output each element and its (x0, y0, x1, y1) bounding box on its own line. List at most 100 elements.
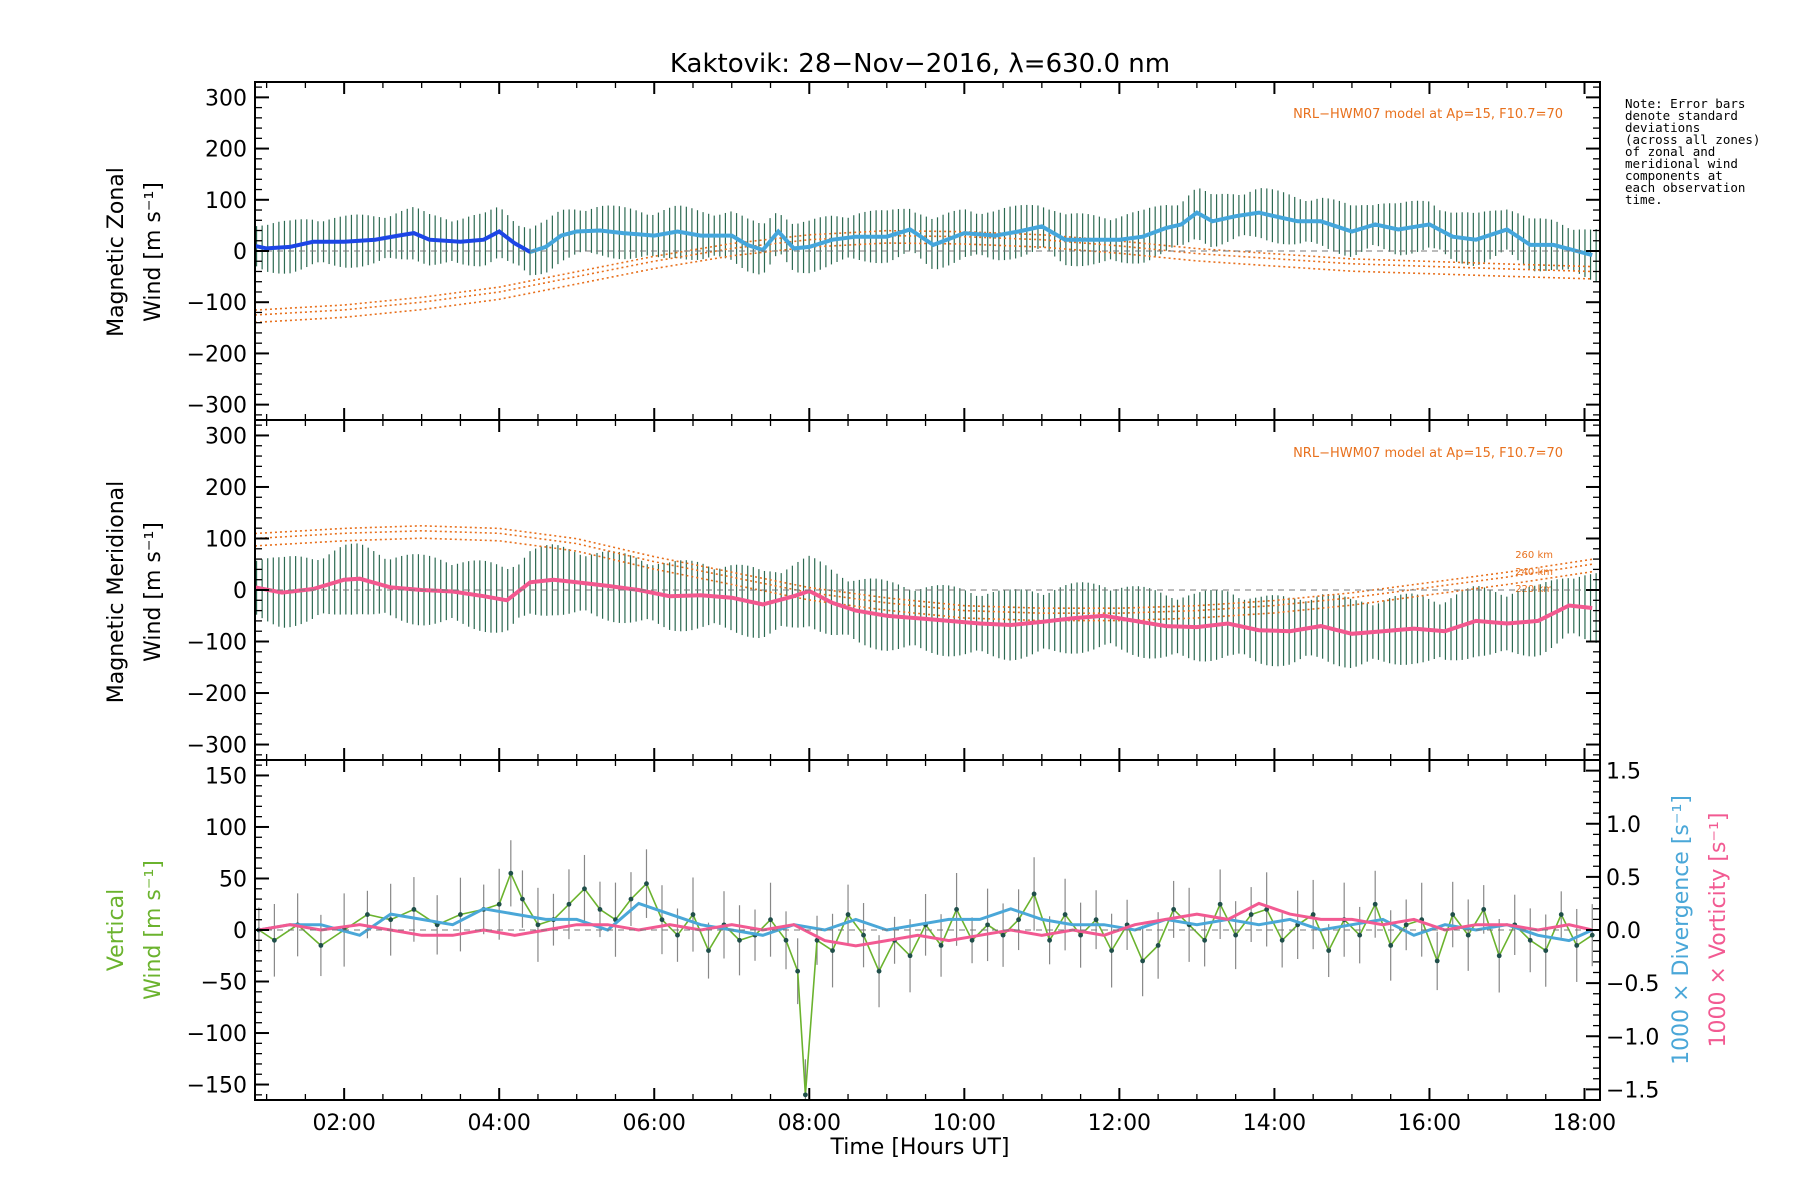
vertical-wind-point (1109, 948, 1115, 954)
vertical-wind-panel: Vertical Wind [m s⁻¹] 1000 × Divergence … (104, 759, 1731, 1160)
divergence-ylabel: 1000 × Divergence [s⁻¹] (1669, 795, 1694, 1065)
vertical-wind-point (1217, 901, 1223, 907)
model-curve (254, 529, 1593, 614)
note-text: Note: Error bars denote standard deviati… (1625, 96, 1760, 207)
vertical-wind-point (1093, 917, 1099, 923)
altitude-label-240: 240 km (1515, 567, 1553, 578)
mean-wind-line (254, 229, 532, 254)
vertical-wind-point (1310, 912, 1316, 917)
x-tick-label: 18:00 (1553, 1111, 1616, 1136)
vorticity-line (258, 901, 1593, 948)
vertical-wind-point (783, 937, 789, 943)
note-line: of zonal and (1625, 144, 1715, 159)
vertical-wind-point (830, 948, 835, 954)
vertical-wind-point (1016, 917, 1021, 923)
vertical-wind-point (1481, 906, 1487, 912)
vertical-wind-point (566, 901, 572, 907)
vertical-wind-line (258, 871, 1593, 1095)
meridional-model-label: NRL−HWM07 model at Ap=15, F10.7=70 (1293, 446, 1563, 461)
vertical-wind-point (1233, 932, 1239, 938)
vertical-wind-point (706, 948, 711, 954)
vertical-wind-point (969, 937, 975, 943)
vertical-wind-point (795, 968, 801, 974)
meridional-plot-area: 300 200 100 0 −100 −200 −300 (187, 419, 1601, 761)
x-tick-label: 14:00 (1243, 1111, 1306, 1136)
y2-tick-label: −0.5 (1606, 972, 1659, 997)
vertical-wind-point (508, 870, 514, 876)
y-tick-label: 200 (205, 476, 247, 501)
y-tick-label: 0 (233, 240, 247, 265)
vertical-wind-point (1434, 958, 1440, 964)
zonal-ylabel-line2: Wind [m s⁻¹] (141, 182, 166, 322)
vertical-wind-point (628, 896, 634, 902)
vertical-wind-point (954, 906, 959, 912)
vertical-wind-point (803, 1092, 808, 1098)
zonal-wind-panel: Magnetic Zonal Wind [m s⁻¹] NRL−HWM07 mo… (104, 81, 1601, 421)
note-line: meridional wind (1625, 156, 1738, 171)
vertical-ylabel-line2: Wind [m s⁻¹] (141, 860, 166, 1000)
note-line: deviations (1625, 120, 1700, 135)
x-tick-label: 12:00 (1088, 1111, 1151, 1136)
y-tick-label: 100 (205, 189, 247, 214)
y-tick-label: 200 (205, 138, 247, 163)
note-line: Note: Error bars (1625, 96, 1745, 111)
zonal-model-label: NRL−HWM07 model at Ap=15, F10.7=70 (1293, 107, 1563, 122)
vertical-wind-point (1527, 937, 1533, 943)
vertical-wind-point (1372, 901, 1378, 907)
vertical-wind-point (845, 912, 851, 917)
vertical-wind-point (1388, 943, 1394, 948)
y-tick-label: −200 (187, 342, 247, 367)
vertical-wind-point (1078, 932, 1084, 938)
vertical-wind-point (411, 906, 417, 912)
vertical-wind-point (1450, 912, 1456, 917)
note-line: denote standard (1625, 108, 1738, 123)
mean-wind-line (254, 576, 1593, 636)
y-tick-label: −50 (201, 971, 247, 996)
x-tick-label: 10:00 (933, 1111, 996, 1136)
vertical-wind-point (388, 917, 394, 923)
zonal-ylabel-line1: Magnetic Zonal (104, 167, 129, 337)
vertical-wind-point (1465, 932, 1471, 938)
vertical-wind-point (1279, 937, 1285, 943)
vertical-wind-point (1496, 953, 1502, 959)
vertical-wind-point (659, 917, 665, 923)
y-tick-label: 100 (205, 527, 247, 552)
y-tick-label: −150 (187, 1074, 247, 1099)
zonal-plot-area: 300 200 100 0 −100 −200 −300 (187, 81, 1601, 421)
vertical-wind-point (768, 917, 773, 923)
vertical-wind-point (1264, 906, 1270, 912)
y-tick-label: 100 (205, 816, 247, 841)
vertical-wind-point (1031, 891, 1037, 897)
vertical-wind-point (1047, 937, 1052, 943)
vertical-wind-point (675, 932, 680, 938)
vertical-wind-point (1574, 943, 1580, 948)
vertical-wind-point (814, 937, 820, 943)
vertical-wind-point (496, 901, 502, 907)
vertical-wind-point (458, 912, 463, 917)
y-tick-label: 0 (233, 919, 247, 944)
note-line: components at (1625, 168, 1723, 183)
y2-tick-label: −1.0 (1606, 1025, 1659, 1050)
vertical-wind-point (318, 943, 324, 948)
vertical-wind-point (271, 937, 277, 943)
vertical-wind-point (1140, 958, 1146, 964)
y-tick-label: −300 (187, 394, 247, 419)
x-tick-label: 02:00 (312, 1111, 375, 1136)
vertical-wind-point (1589, 932, 1595, 938)
y-tick-label: 150 (205, 764, 247, 789)
note-line: time. (1625, 192, 1663, 207)
vertical-wind-point (690, 912, 696, 917)
x-tick-label: 08:00 (778, 1111, 841, 1136)
x-tick-label: 06:00 (623, 1111, 686, 1136)
y-tick-label: 300 (205, 424, 247, 449)
y2-tick-label: 1.5 (1606, 760, 1641, 785)
vertical-wind-point (985, 922, 990, 928)
vertical-wind-point (1558, 912, 1564, 917)
vertical-wind-point (597, 906, 603, 912)
vertical-wind-point (876, 968, 882, 974)
vertical-wind-point (644, 881, 649, 887)
y-tick-label: −300 (187, 734, 247, 759)
vertical-wind-point (907, 953, 913, 959)
meridional-ylabel-line1: Magnetic Meridional (104, 481, 129, 703)
